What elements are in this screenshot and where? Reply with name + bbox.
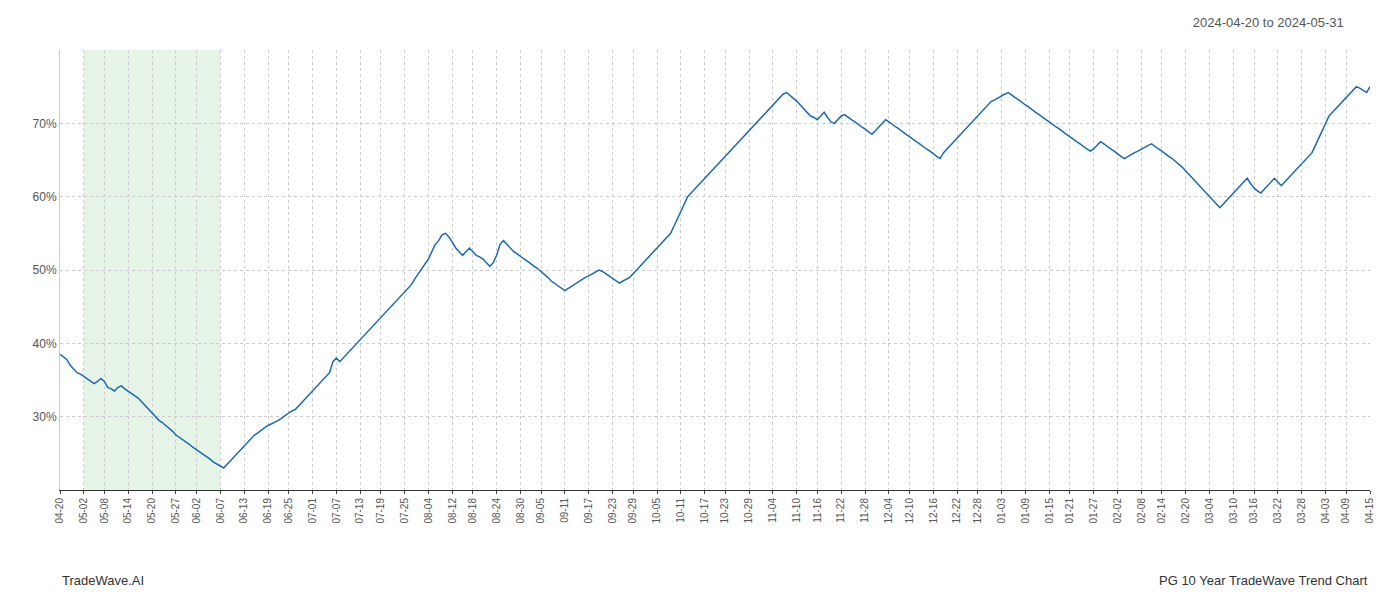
svg-text:10-05: 10-05 — [651, 498, 662, 524]
svg-text:06-13: 06-13 — [238, 498, 249, 524]
svg-text:02-08: 02-08 — [1136, 498, 1147, 524]
svg-text:01-21: 01-21 — [1064, 498, 1075, 524]
svg-text:08-18: 08-18 — [467, 498, 478, 524]
svg-text:03-04: 03-04 — [1204, 498, 1215, 524]
svg-text:12-22: 12-22 — [951, 498, 962, 524]
svg-text:05-08: 05-08 — [99, 498, 110, 524]
svg-text:06-25: 06-25 — [283, 498, 294, 524]
svg-text:04-15: 04-15 — [1364, 498, 1375, 524]
svg-text:09-17: 09-17 — [583, 498, 594, 524]
svg-text:10-23: 10-23 — [719, 498, 730, 524]
svg-text:12-04: 12-04 — [883, 498, 894, 524]
svg-text:01-27: 01-27 — [1088, 498, 1099, 524]
svg-text:09-29: 09-29 — [627, 498, 638, 524]
svg-text:30%: 30% — [33, 410, 57, 424]
svg-text:06-02: 06-02 — [191, 498, 202, 524]
svg-text:03-22: 03-22 — [1272, 498, 1283, 524]
svg-text:2024-04-20 to 2024-05-31: 2024-04-20 to 2024-05-31 — [1193, 15, 1344, 30]
svg-text:11-04: 11-04 — [767, 498, 778, 523]
svg-text:07-25: 07-25 — [399, 498, 410, 524]
svg-text:07-13: 07-13 — [354, 498, 365, 524]
svg-text:07-19: 07-19 — [375, 498, 386, 524]
svg-text:TradeWave.AI: TradeWave.AI — [62, 573, 144, 588]
svg-text:11-28: 11-28 — [859, 498, 870, 523]
svg-text:08-30: 08-30 — [515, 498, 526, 524]
svg-text:70%: 70% — [33, 117, 57, 131]
svg-text:10-11: 10-11 — [675, 498, 686, 523]
svg-text:06-19: 06-19 — [262, 498, 273, 524]
svg-text:12-28: 12-28 — [972, 498, 983, 524]
svg-text:05-14: 05-14 — [122, 498, 133, 524]
svg-text:11-16: 11-16 — [812, 498, 823, 523]
svg-text:07-01: 07-01 — [307, 498, 318, 524]
svg-text:02-20: 02-20 — [1180, 498, 1191, 524]
svg-text:08-12: 08-12 — [447, 498, 458, 524]
svg-text:50%: 50% — [33, 263, 57, 277]
svg-text:05-20: 05-20 — [146, 498, 157, 524]
svg-text:09-11: 09-11 — [559, 498, 570, 523]
svg-text:02-14: 02-14 — [1156, 498, 1167, 524]
svg-text:60%: 60% — [33, 190, 57, 204]
svg-text:05-27: 05-27 — [170, 498, 181, 524]
svg-text:08-24: 08-24 — [491, 498, 502, 524]
svg-text:09-23: 09-23 — [607, 498, 618, 524]
svg-text:03-10: 03-10 — [1228, 498, 1239, 524]
svg-text:12-10: 12-10 — [904, 498, 915, 524]
svg-text:01-03: 01-03 — [996, 498, 1007, 524]
svg-text:10-29: 10-29 — [743, 498, 754, 524]
svg-text:04-03: 04-03 — [1320, 498, 1331, 524]
svg-text:01-09: 01-09 — [1020, 498, 1031, 524]
svg-text:08-04: 08-04 — [423, 498, 434, 524]
svg-text:07-07: 07-07 — [331, 498, 342, 524]
svg-text:40%: 40% — [33, 337, 57, 351]
svg-text:PG 10 Year TradeWave Trend Cha: PG 10 Year TradeWave Trend Chart — [1159, 573, 1368, 588]
svg-text:05-02: 05-02 — [78, 498, 89, 524]
svg-text:03-16: 03-16 — [1248, 498, 1259, 524]
svg-text:10-17: 10-17 — [699, 498, 710, 524]
svg-text:09-05: 09-05 — [535, 498, 546, 524]
svg-text:06-07: 06-07 — [215, 498, 226, 524]
svg-text:03-28: 03-28 — [1296, 498, 1307, 524]
svg-text:01-15: 01-15 — [1044, 498, 1055, 524]
svg-text:11-10: 11-10 — [791, 498, 802, 523]
svg-text:12-16: 12-16 — [928, 498, 939, 524]
svg-text:04-20: 04-20 — [54, 498, 65, 524]
svg-text:04-09: 04-09 — [1340, 498, 1351, 524]
svg-text:11-22: 11-22 — [835, 498, 846, 523]
svg-text:02-02: 02-02 — [1112, 498, 1123, 524]
